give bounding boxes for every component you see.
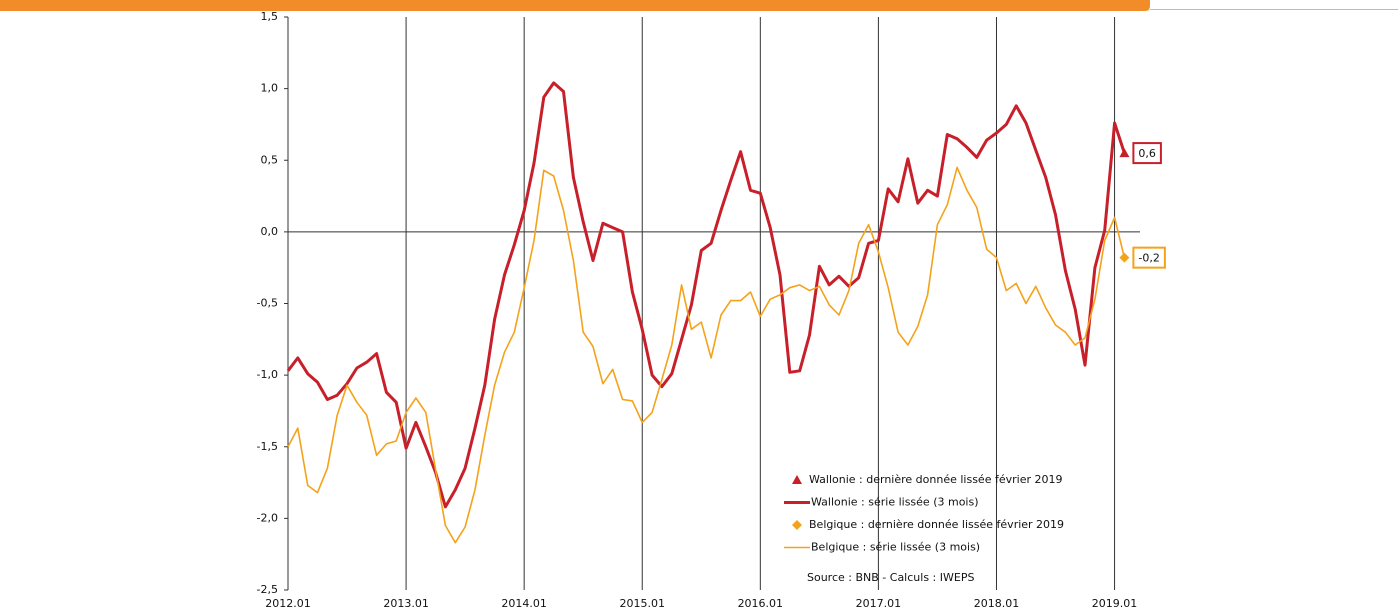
y-tick-label: -1,0 <box>257 368 278 381</box>
y-tick-label: 0,0 <box>261 225 279 238</box>
x-tick-label: 2017.01 <box>856 597 902 610</box>
source: Source : BNB - Calculs : IWEPS <box>807 571 974 584</box>
x-tick-label: 2012.01 <box>265 597 311 610</box>
value-label: -0,2 <box>1138 252 1159 265</box>
x-tick-label: 2016.01 <box>738 597 784 610</box>
y-tick-label: -0,5 <box>257 297 278 310</box>
value-label-box <box>1132 246 1166 269</box>
legend-marker <box>792 475 802 484</box>
value-label: 0,6 <box>1138 147 1156 160</box>
y-tick-label: -1,5 <box>257 440 278 453</box>
y-tick-label: 0,5 <box>261 153 279 166</box>
legend-marker <box>792 520 802 530</box>
y-tick-label: -2,5 <box>257 583 278 596</box>
series-line <box>286 81 1126 509</box>
x-tick-label: 2019.01 <box>1092 597 1138 610</box>
y-tick-label: 1,0 <box>261 82 279 95</box>
series-line <box>287 166 1126 544</box>
x-tick-label: 2014.01 <box>501 597 547 610</box>
header-bar <box>0 0 1150 11</box>
legend-label: Belgique : série lissée (3 mois) <box>811 541 980 554</box>
x-tick-label: 2018.01 <box>974 597 1020 610</box>
x-tick-label: 2015.01 <box>619 597 665 610</box>
y-tick-label: 1,5 <box>261 10 279 23</box>
y-tick-label: -2,0 <box>257 511 278 524</box>
value-label-box <box>1132 142 1162 165</box>
legend-label: Wallonie : série lissée (3 mois) <box>811 496 979 509</box>
legend-label: Belgique : dernière donnée lissée févrie… <box>809 518 1064 531</box>
legend-label: Wallonie : dernière donnée lissée févrie… <box>809 473 1062 486</box>
x-tick-label: 2013.01 <box>383 597 429 610</box>
